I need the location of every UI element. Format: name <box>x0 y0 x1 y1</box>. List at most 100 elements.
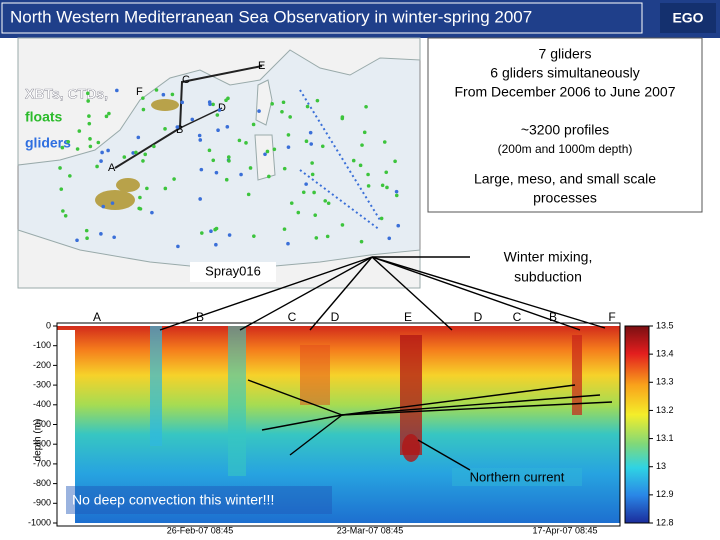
observation <box>197 133 202 138</box>
observation <box>211 158 216 163</box>
observation <box>382 140 387 144</box>
annotation-mixing: subduction <box>514 269 582 285</box>
observation <box>313 213 318 217</box>
colorbar-tick-label: 13.3 <box>656 377 674 387</box>
map-point: D <box>218 102 226 114</box>
info-depths: (200m and 1000m depth) <box>498 142 633 156</box>
observation <box>359 239 364 244</box>
observation <box>63 213 68 218</box>
observation <box>190 117 195 122</box>
arrow <box>309 256 373 331</box>
colorbar-tick-label: 12.9 <box>656 489 674 499</box>
observation <box>145 186 149 191</box>
colorbar-tick-label: 13 <box>656 461 666 471</box>
map: XBTs, CTDs, floats gliders A B C D E F S… <box>17 37 421 289</box>
legend-xbt: XBTs, CTDs, <box>25 86 108 102</box>
observation <box>84 228 89 233</box>
observation <box>200 231 204 235</box>
sardinia <box>254 134 276 181</box>
colorbar-tick-label: 12.8 <box>656 517 674 527</box>
observation <box>257 109 261 113</box>
observation <box>226 155 231 159</box>
map-point: B <box>176 124 183 136</box>
logo: EGO <box>672 10 703 26</box>
observation <box>59 187 64 191</box>
arrows <box>159 256 613 471</box>
arrow <box>371 256 581 331</box>
observation <box>77 129 82 133</box>
observation <box>305 104 310 109</box>
glider-area <box>116 178 140 192</box>
x-tick-label: 26-Feb-07 08:45 <box>167 525 234 535</box>
header-bar <box>0 0 720 38</box>
observation <box>314 236 319 240</box>
observation <box>286 133 291 137</box>
title-frame <box>1 2 643 34</box>
map-point: C <box>182 74 190 86</box>
arrow <box>247 379 343 416</box>
arrow <box>159 256 373 331</box>
section-plot: depth (m) No deep convection this winter… <box>33 322 650 527</box>
observation <box>304 182 308 186</box>
map-point: E <box>258 60 265 72</box>
section-point: C <box>288 310 297 324</box>
observation <box>225 124 230 129</box>
observation <box>85 236 89 240</box>
observation <box>216 128 220 133</box>
observation <box>66 139 70 144</box>
legend-gliders: gliders <box>25 135 71 151</box>
observation <box>310 161 314 165</box>
observation <box>199 167 204 172</box>
observation <box>248 166 253 170</box>
observation <box>175 125 180 129</box>
observation <box>280 109 284 114</box>
observation <box>286 145 291 149</box>
info-line: 7 gliders <box>539 46 592 62</box>
observation <box>106 148 110 153</box>
y-tick-label: -600 <box>33 439 51 449</box>
observation <box>131 151 135 155</box>
note-box <box>452 468 582 486</box>
observation <box>170 92 175 97</box>
observation <box>394 193 399 198</box>
observation <box>87 121 92 126</box>
colorbar-tick-label: 13.2 <box>656 405 674 415</box>
observation <box>115 88 119 93</box>
observation <box>387 236 392 241</box>
observation <box>141 96 145 100</box>
colorbar-tick-label: 13.1 <box>656 433 674 443</box>
observation <box>68 174 72 178</box>
observation <box>60 145 65 150</box>
section-point: C <box>513 310 522 324</box>
observation <box>152 144 156 149</box>
observation <box>150 210 154 215</box>
observation <box>172 177 176 181</box>
observation <box>112 235 116 240</box>
observation <box>246 192 251 197</box>
annotation-mixing: Winter mixing, <box>504 249 593 265</box>
section-point: E <box>404 310 412 324</box>
y-tick-label: -900 <box>33 498 51 508</box>
arrow <box>371 256 453 331</box>
annotation-convection: No deep convection this winter!!! <box>72 492 274 508</box>
observation <box>86 91 90 96</box>
observation <box>61 209 65 213</box>
colorbar-tick-label: 13.4 <box>656 349 674 359</box>
observation <box>88 137 92 141</box>
section-feature <box>400 335 422 455</box>
observation <box>282 166 287 171</box>
observation <box>176 244 180 249</box>
logo-box <box>660 3 716 33</box>
info-scales: Large, meso, and small scale <box>474 171 656 187</box>
observation <box>136 135 141 140</box>
observation <box>207 148 212 153</box>
observation <box>308 130 313 135</box>
observation <box>364 104 368 109</box>
observation <box>393 159 397 164</box>
section-feature <box>300 345 330 405</box>
observation <box>122 155 127 159</box>
observation <box>107 111 111 116</box>
section-feature <box>572 335 582 415</box>
